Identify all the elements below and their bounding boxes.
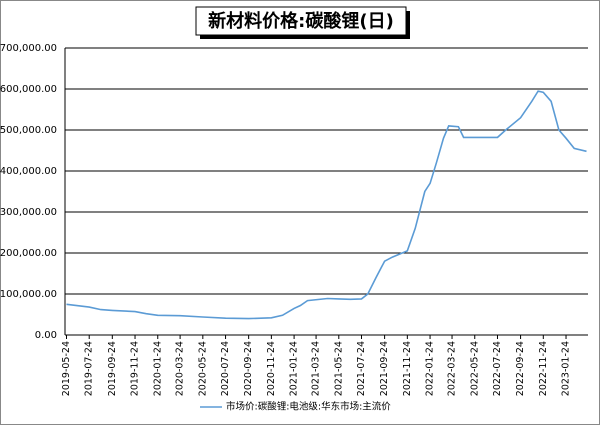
x-tick-label: 2020-11-24: [266, 341, 277, 396]
title-box: [195, 6, 407, 36]
x-tick-label: 2022-07-24: [492, 341, 503, 396]
x-tick-label: 2020-07-24: [220, 341, 231, 396]
y-tick-label: 600,000.00: [0, 84, 57, 95]
x-tick-label: 2021-01-24: [289, 341, 300, 396]
chart-title: 新材料价格:碳酸锂(日): [208, 10, 394, 32]
y-tick-label: 700,000.00: [0, 43, 57, 54]
x-tick-label: 2019-05-24: [61, 341, 72, 396]
x-tick-label: 2023-01-24: [561, 341, 572, 396]
y-tick-label: 100,000.00: [0, 289, 57, 300]
x-tick-label: 2019-07-24: [84, 341, 95, 396]
legend-label: 市场价:碳酸锂:电池级:华东市场:主流价: [226, 401, 391, 413]
y-tick-label: 200,000.00: [0, 248, 57, 259]
x-tick-label: 2019-09-24: [107, 341, 118, 396]
x-tick-label: 2022-09-24: [515, 341, 526, 396]
x-tick-label: 2021-11-24: [402, 341, 413, 396]
y-tick-label: 300,000.00: [0, 207, 57, 218]
x-tick-label: 2021-05-24: [333, 341, 344, 396]
x-tick-label: 2020-03-24: [175, 341, 186, 396]
x-tick-label: 2021-09-24: [379, 341, 390, 396]
x-tick-label: 2022-03-24: [447, 341, 458, 396]
x-tick-label: 2022-05-24: [469, 341, 480, 396]
x-tick-label: 2021-03-24: [311, 341, 322, 396]
data-line: [66, 90, 587, 320]
y-tick-label: 500,000.00: [0, 125, 57, 136]
y-tick-label: 0.00: [35, 330, 57, 341]
x-tick-label: 2020-09-24: [243, 341, 254, 396]
x-tick-label: 2022-11-24: [538, 341, 549, 396]
x-tick-label: 2021-07-24: [356, 341, 367, 396]
x-tick-label: 2020-01-24: [152, 341, 163, 396]
x-tick-label: 2020-05-24: [197, 341, 208, 396]
y-tick-label: 400,000.00: [0, 166, 57, 177]
x-tick-label: 2022-01-24: [425, 341, 436, 396]
x-tick-label: 2019-11-24: [130, 341, 141, 396]
